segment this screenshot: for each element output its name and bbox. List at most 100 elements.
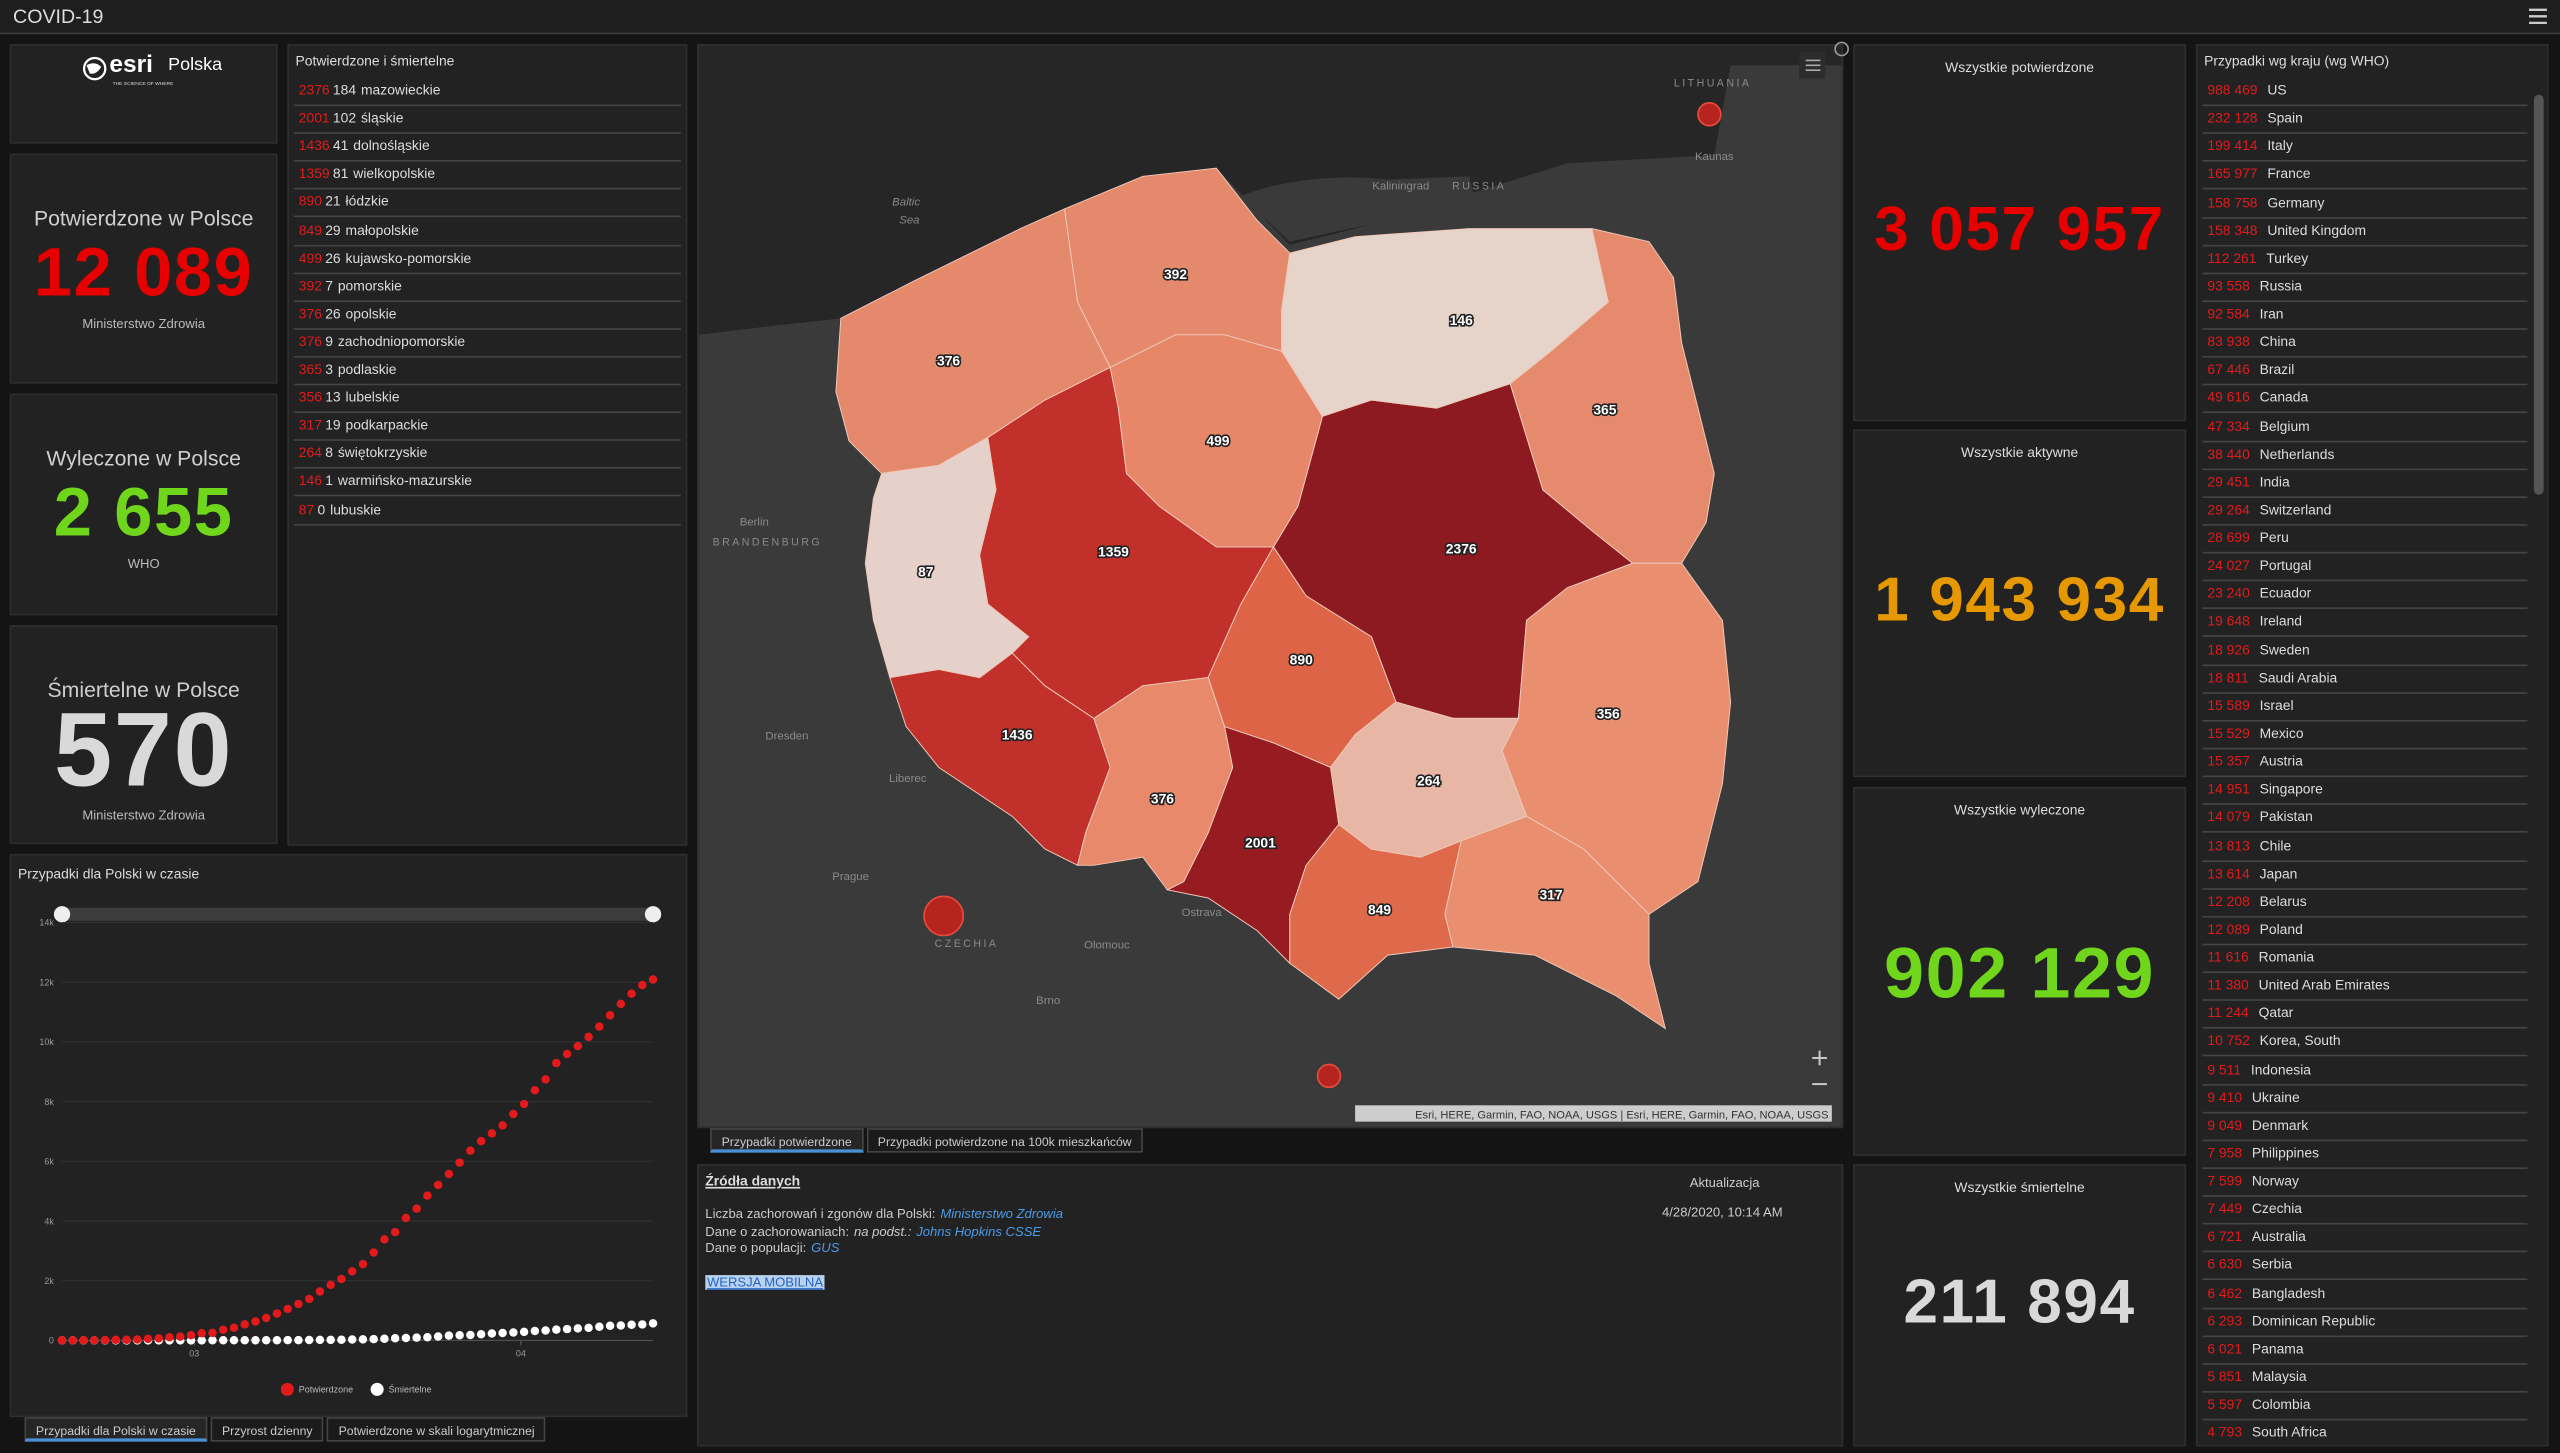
legend-swatch — [280, 1382, 294, 1396]
counter-value: 2 655 — [53, 473, 234, 551]
total-value: 902 129 — [1884, 933, 2156, 1014]
data-point — [498, 1121, 507, 1130]
data-point — [208, 1336, 217, 1345]
country-row: 29 451 India — [2202, 468, 2528, 498]
scrollbar[interactable] — [2533, 94, 2544, 495]
region-name: warmińsko-mazurskie — [337, 472, 473, 489]
region-label: 376 — [937, 353, 960, 369]
death-count: 13 — [325, 388, 341, 406]
tab[interactable]: Przypadki potwierdzone na 100k mieszkańc… — [866, 1128, 1144, 1153]
source-link[interactable]: Johns Hopkins CSSE — [916, 1223, 1042, 1239]
country-row: 15 357 Austria — [2202, 748, 2528, 778]
country-name: Czechia — [2251, 1200, 2303, 1217]
country-row: 10 752 Korea, South — [2202, 1028, 2528, 1057]
counter-panel: Wyleczone w Polsce 2 655 WHO — [9, 393, 278, 616]
data-point — [197, 1329, 206, 1338]
source-link[interactable]: Ministerstwo Zdrowia — [940, 1206, 1064, 1222]
country-row: 232 128 Spain — [2202, 105, 2528, 135]
country-name: Bangladesh — [2251, 1284, 2326, 1301]
place-label: BRANDENBURG — [713, 536, 822, 548]
tab[interactable]: Potwierdzone w skali logarytmicznej — [327, 1417, 547, 1442]
data-point — [530, 1086, 540, 1095]
region-label: 890 — [1290, 651, 1313, 667]
death-count: 29 — [325, 221, 341, 238]
data-point — [347, 1267, 357, 1276]
data-point — [283, 1335, 292, 1345]
data-point — [573, 1041, 583, 1051]
legend-swatch — [370, 1382, 384, 1396]
data-point — [509, 1328, 518, 1337]
data-point — [143, 1334, 153, 1344]
country-row: 4 793 South Africa — [2202, 1419, 2527, 1445]
confirmed-count: 317 — [298, 416, 322, 433]
region-name: opolskie — [345, 304, 397, 322]
tab[interactable]: Przyrost dzienny — [210, 1417, 324, 1442]
region-row: 849 29 małopolskie — [293, 216, 681, 246]
region-row: 87 0 lubuskie — [293, 496, 681, 525]
confirmed-count: 890 — [298, 193, 322, 210]
country-row: 6 462 Bangladesh — [2202, 1279, 2528, 1309]
data-point — [294, 1335, 303, 1345]
chart-title: Przypadki dla Polski w czasie — [17, 865, 200, 882]
confirmed-count: 2376 — [298, 81, 330, 98]
data-point — [154, 1334, 163, 1343]
country-count: 112 261 — [2207, 249, 2257, 266]
country-count: 10 752 — [2207, 1032, 2250, 1049]
region-row: 365 3 podlaskie — [293, 356, 681, 386]
country-name: France — [2267, 165, 2311, 182]
voivodeship — [1444, 815, 1667, 1030]
country-name: Australia — [2251, 1228, 2306, 1245]
logo-tagline: THE SCIENCE OF WHERE — [112, 80, 174, 87]
country-name: Germany — [2267, 193, 2325, 210]
tab[interactable]: Przypadki dla Polski w czasie — [24, 1417, 208, 1442]
region-label: 264 — [1417, 772, 1440, 788]
expand-button[interactable] — [1834, 41, 1849, 57]
mobile-link[interactable]: WERSJA MOBILNA — [705, 1275, 825, 1290]
total-title: Wszystkie śmiertelne — [1954, 1178, 2085, 1196]
data-point — [487, 1129, 497, 1138]
country-name: Norway — [2251, 1172, 2299, 1189]
source-text: Liczba zachorowań i zgonów dla Polski: — [705, 1206, 936, 1222]
country-row: 18 926 Sweden — [2202, 636, 2528, 666]
country-name: Ireland — [2259, 613, 2303, 630]
data-point — [390, 1334, 400, 1343]
place-label: RUSSIA — [1452, 180, 1506, 192]
slider-track[interactable] — [62, 907, 654, 921]
data-point — [627, 989, 636, 998]
region-name: śląskie — [360, 109, 404, 126]
country-name: Peru — [2259, 529, 2289, 546]
total-title: Wszystkie wyleczone — [1954, 801, 2086, 818]
confirmed-count: 1359 — [298, 165, 330, 182]
map-controls[interactable] — [1799, 41, 1849, 1086]
tab[interactable]: Przypadki potwierdzone — [710, 1128, 864, 1153]
country-name: Italy — [2267, 137, 2293, 154]
country-name: Netherlands — [2259, 445, 2335, 462]
data-point — [541, 1326, 550, 1335]
counter-source: Ministerstwo Zdrowia — [82, 808, 205, 823]
country-row: 67 446 Brazil — [2202, 356, 2528, 386]
menu-icon[interactable] — [2528, 8, 2547, 24]
country-count: 15 589 — [2207, 696, 2250, 714]
region-label: 2376 — [1446, 540, 1477, 556]
country-row: 24 027 Portugal — [2202, 552, 2528, 582]
source-link[interactable]: GUS — [811, 1240, 840, 1256]
counter-value: 12 089 — [33, 233, 254, 311]
total-panel: Wszystkie wyleczone 902 129 — [1853, 786, 2187, 1156]
time-chart: 0 2k 4k 6k 8k 10k 12k 14k 03 04 Potwierdzone Śmiert… — [39, 906, 662, 1396]
country-row: 5 851 Malaysia — [2202, 1363, 2528, 1393]
slider-handle[interactable] — [644, 906, 662, 923]
region-row: 890 21 łódzkie — [293, 188, 681, 218]
country-count: 28 699 — [2207, 529, 2250, 546]
country-row: 19 648 Ireland — [2202, 608, 2528, 638]
country-name: Singapore — [2259, 780, 2323, 798]
data-point — [208, 1328, 217, 1338]
death-count: 19 — [325, 416, 341, 433]
country-count: 6 721 — [2207, 1228, 2243, 1245]
counter-value: 570 — [54, 690, 234, 809]
region-name: pomorskie — [337, 277, 402, 294]
data-point — [509, 1109, 518, 1119]
country-count: 83 938 — [2207, 333, 2250, 350]
country-row: 6 721 Australia — [2202, 1223, 2528, 1253]
slider-handle[interactable] — [53, 906, 71, 923]
